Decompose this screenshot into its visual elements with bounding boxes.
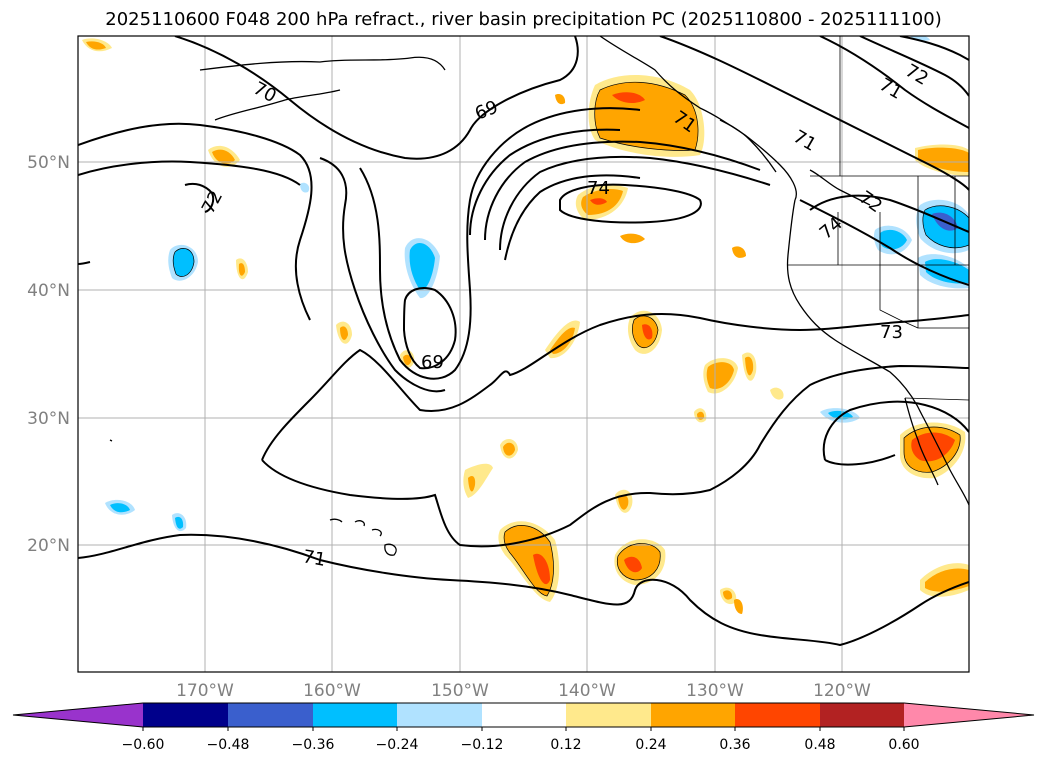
colorbar-tick-label: −0.12	[461, 737, 504, 753]
colorbar-segment-5	[482, 703, 566, 727]
lon-label-130w: 130°W	[686, 681, 744, 701]
colorbar-tick-label: 0.60	[888, 737, 919, 753]
contour-label-71: 71	[790, 126, 820, 156]
colorbar-segment-2	[228, 703, 313, 727]
positive-precip-shading	[82, 38, 969, 614]
contour-label-73: 73	[880, 322, 903, 343]
colorbar-tick-label: −0.24	[376, 737, 419, 753]
contour-label-74: 74	[587, 178, 610, 199]
map-frame	[77, 35, 970, 673]
colorbar-tick-label: −0.48	[207, 737, 250, 753]
colorbar-segment-7	[651, 703, 735, 727]
lat-label-50n: 50°N	[27, 153, 70, 173]
lon-label-150w: 150°W	[431, 681, 489, 701]
latitude-labels: 50°N 40°N 30°N 20°N	[27, 153, 70, 556]
contour-label-71: 71	[876, 74, 906, 104]
lat-label-20n: 20°N	[27, 536, 70, 556]
lat-label-40n: 40°N	[27, 281, 70, 301]
contour-label-69: 69	[421, 352, 444, 373]
contour-label-72: 72	[902, 60, 932, 90]
colorbar-tick-label: −0.60	[122, 737, 165, 753]
shading-outlines	[172, 81, 969, 597]
colorbar-segment-8	[735, 703, 820, 727]
contour-label-72: 72	[855, 187, 886, 217]
lon-label-140w: 140°W	[558, 681, 616, 701]
negative-precip-shading	[105, 36, 969, 532]
colorbar-tick-label: 0.48	[804, 737, 835, 753]
colorbar-segment-10	[904, 703, 1034, 727]
graticule	[78, 36, 969, 672]
map-title: 2025110600 F048 200 hPa refract., river …	[105, 9, 942, 30]
colorbar-segment-9	[820, 703, 904, 727]
colorbar-segment-3	[313, 703, 397, 727]
colorbar: −0.60 −0.48 −0.36 −0.24 −0.12 0.12 0.24 …	[12, 702, 1035, 753]
map-area: 70 69 71 72 71 72 74 72 73 71 69 71 74	[78, 36, 969, 672]
colorbar-tick-label: −0.36	[292, 737, 335, 753]
colorbar-segment-0	[13, 703, 143, 727]
lon-label-160w: 160°W	[303, 681, 361, 701]
lon-label-120w: 120°W	[813, 681, 871, 701]
contour-label-72: 72	[198, 187, 227, 217]
lat-label-30n: 30°N	[27, 409, 70, 429]
refractivity-contours	[78, 36, 969, 647]
colorbar-segment-6	[566, 703, 651, 727]
colorbar-tick-label: 0.24	[635, 737, 666, 753]
lon-label-170w: 170°W	[176, 681, 234, 701]
longitude-labels: 170°W 160°W 150°W 140°W 130°W 120°W	[176, 681, 871, 701]
political-borders	[788, 36, 969, 401]
colorbar-tick-label: 0.12	[550, 737, 581, 753]
colorbar-tick-label: 0.36	[719, 737, 750, 753]
colorbar-segment-1	[143, 703, 228, 727]
colorbar-segment-4	[397, 703, 482, 727]
contour-label-71: 71	[301, 546, 327, 571]
